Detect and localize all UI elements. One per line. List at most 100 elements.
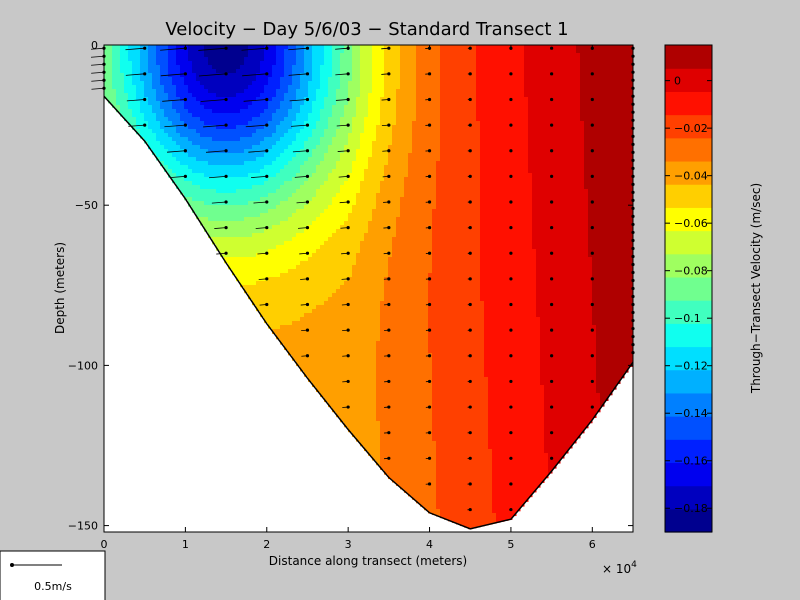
velocity-cell — [324, 233, 329, 238]
velocity-cell — [316, 165, 321, 170]
velocity-cell — [356, 193, 361, 198]
velocity-cell — [244, 221, 249, 226]
velocity-cell — [236, 213, 241, 218]
velocity-cell — [332, 109, 337, 114]
velocity-cell — [296, 221, 301, 226]
velocity-cell — [288, 249, 293, 254]
velocity-cell — [384, 449, 389, 454]
velocity-cell — [212, 121, 217, 126]
velocity-cell — [296, 289, 301, 294]
velocity-cell — [196, 213, 201, 218]
velocity-cell — [248, 85, 253, 90]
velocity-cell — [208, 49, 213, 54]
velocity-cell — [380, 441, 385, 446]
velocity-cell — [396, 477, 401, 482]
velocity-cell — [288, 185, 293, 190]
velocity-cell — [320, 253, 325, 258]
velocity-cell — [228, 221, 233, 226]
velocity-cell — [388, 461, 393, 466]
velocity-cell — [360, 321, 365, 326]
velocity-cell — [252, 285, 257, 290]
velocity-cell — [332, 117, 337, 122]
velocity-cell — [404, 185, 409, 190]
velocity-cell — [272, 101, 277, 106]
velocity-cell — [352, 409, 357, 414]
velocity-cell — [232, 57, 237, 62]
velocity-cell — [376, 245, 381, 250]
velocity-cell — [144, 69, 149, 74]
velocity-cell — [280, 145, 285, 150]
velocity-cell — [384, 73, 389, 78]
velocity-cell — [268, 225, 273, 230]
velocity-cell — [156, 93, 161, 98]
velocity-cell — [308, 137, 313, 142]
velocity-cell — [236, 197, 241, 202]
velocity-cell — [372, 117, 377, 122]
velocity-cell — [356, 341, 361, 346]
velocity-cell — [360, 185, 365, 190]
velocity-cell — [324, 357, 329, 362]
velocity-cell — [372, 197, 377, 202]
velocity-cell — [392, 249, 397, 254]
velocity-cell — [224, 257, 229, 262]
velocity-cell — [292, 117, 297, 122]
velocity-cell — [292, 357, 297, 361]
velocity-cell — [404, 101, 409, 106]
velocity-cell — [312, 229, 317, 234]
velocity-cell — [320, 281, 325, 286]
velocity-cell — [292, 221, 297, 226]
velocity-cell — [388, 121, 393, 126]
velocity-cell — [404, 277, 409, 282]
velocity-cell — [376, 265, 381, 270]
velocity-cell — [304, 229, 309, 234]
velocity-cell — [180, 169, 185, 174]
velocity-cell — [200, 165, 205, 170]
velocity-cell — [360, 193, 365, 198]
velocity-cell — [240, 153, 245, 158]
velocity-cell — [324, 305, 329, 310]
velocity-cell — [312, 277, 317, 282]
velocity-cell — [332, 313, 337, 318]
velocity-cell — [264, 245, 269, 250]
velocity-cell — [400, 85, 405, 90]
velocity-cell — [372, 113, 377, 118]
velocity-cell — [248, 249, 253, 254]
velocity-cell — [404, 301, 409, 306]
velocity-cell — [340, 197, 345, 202]
velocity-cell — [392, 189, 397, 194]
velocity-cell — [284, 181, 289, 186]
velocity-cell — [320, 137, 325, 142]
velocity-cell — [360, 137, 365, 142]
velocity-cell — [192, 117, 197, 122]
velocity-cell — [360, 437, 365, 442]
velocity-cell — [372, 409, 377, 414]
velocity-cell — [404, 261, 409, 266]
velocity-cell — [336, 325, 341, 330]
velocity-cell — [332, 157, 337, 162]
velocity-cell — [400, 197, 405, 202]
velocity-cell — [364, 189, 369, 194]
velocity-cell — [308, 125, 313, 130]
velocity-cell — [320, 225, 325, 230]
velocity-cell — [136, 85, 141, 90]
velocity-cell — [228, 85, 233, 90]
velocity-cell — [332, 241, 337, 246]
velocity-cell — [316, 61, 321, 66]
velocity-cell — [312, 157, 317, 162]
velocity-cell — [276, 129, 281, 134]
velocity-cell — [400, 305, 405, 310]
velocity-cell — [404, 53, 409, 58]
velocity-cell — [288, 77, 293, 82]
velocity-cell — [296, 49, 301, 54]
velocity-cell — [352, 261, 357, 266]
velocity-cell — [300, 301, 305, 306]
velocity-cell — [220, 241, 225, 246]
velocity-cell — [324, 129, 329, 134]
velocity-cell — [380, 53, 385, 58]
velocity-cell — [400, 209, 405, 214]
velocity-cell — [356, 261, 361, 266]
velocity-cell — [164, 113, 169, 118]
velocity-cell — [344, 273, 349, 278]
velocity-cell — [196, 65, 201, 70]
velocity-cell — [196, 49, 201, 54]
